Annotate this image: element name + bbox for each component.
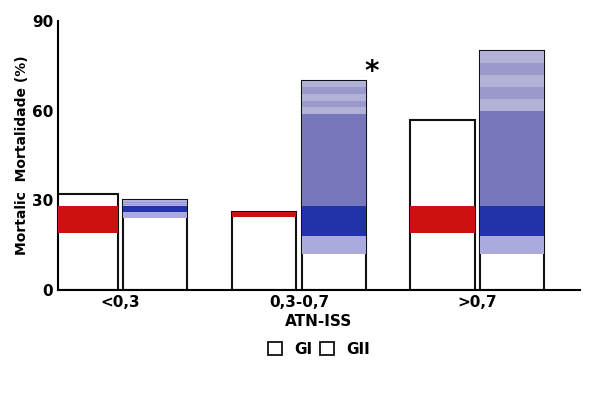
Bar (302, 206, 366, 236)
Bar (302, 87, 366, 94)
Bar (123, 203, 187, 204)
Bar (232, 212, 296, 290)
Bar (411, 120, 475, 290)
Bar (54, 206, 118, 233)
Bar (302, 107, 366, 114)
Bar (232, 212, 296, 217)
Bar (480, 236, 544, 254)
Text: *: * (364, 58, 378, 86)
Bar (123, 204, 187, 205)
Bar (302, 114, 366, 206)
Bar (123, 205, 187, 206)
Bar (302, 100, 366, 107)
Bar (123, 200, 187, 206)
Bar (123, 200, 187, 202)
Bar (302, 81, 366, 87)
Bar (123, 200, 187, 212)
Y-axis label: Mortalic  Mortalidade (%): Mortalic Mortalidade (%) (15, 56, 29, 255)
Bar (123, 200, 187, 206)
Bar (480, 111, 544, 206)
Bar (302, 94, 366, 100)
Bar (411, 206, 475, 233)
Bar (123, 212, 187, 218)
Legend: GI, GII: GI, GII (262, 336, 376, 363)
Bar (480, 99, 544, 111)
Bar (480, 206, 544, 236)
Bar (54, 194, 118, 290)
Bar (480, 75, 544, 87)
Bar (302, 81, 366, 290)
Bar (123, 200, 187, 290)
Bar (302, 81, 366, 114)
Bar (480, 51, 544, 290)
Bar (302, 236, 366, 254)
Bar (480, 87, 544, 99)
Bar (480, 63, 544, 75)
Bar (480, 51, 544, 111)
X-axis label: ATN-ISS: ATN-ISS (286, 314, 353, 329)
Bar (123, 202, 187, 203)
Bar (480, 51, 544, 63)
